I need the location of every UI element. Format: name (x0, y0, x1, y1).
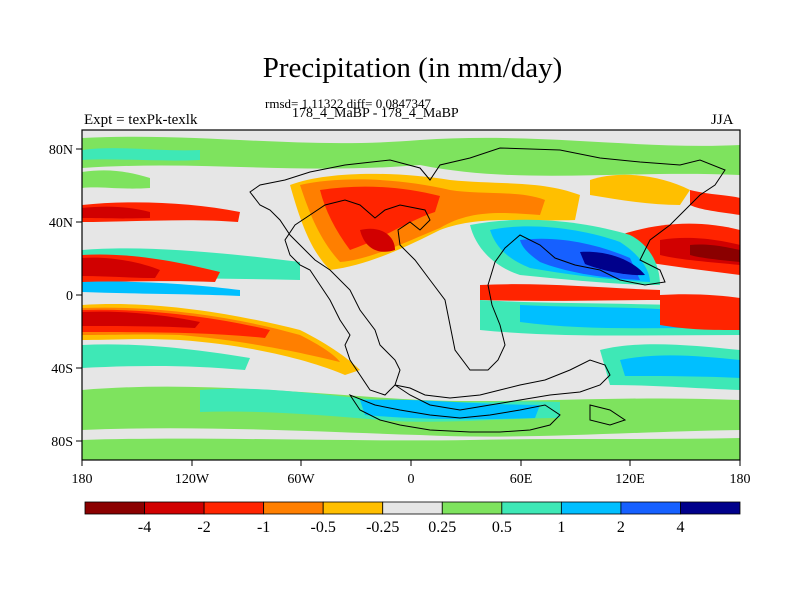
colorbar-label: -1 (257, 519, 270, 536)
colorbar (84, 501, 741, 515)
lat-tick-label: 40S (51, 362, 73, 377)
lat-tick-label: 80N (49, 143, 73, 158)
colorbar-label: 1 (557, 519, 565, 536)
colorbar-label: 4 (676, 519, 684, 536)
lon-tick-label: 180 (72, 472, 93, 487)
colorbar-label: 0.25 (428, 519, 456, 536)
continent-outline-island (589, 404, 627, 426)
lat-tick-label: 40N (49, 216, 73, 231)
colorbar-label: 2 (617, 519, 625, 536)
colorbar-swatch (501, 501, 562, 515)
stats-label: rmsd= 1.11322 diff= 0.0847347 (265, 96, 431, 111)
field-eq-red-east (480, 284, 660, 301)
field-asia-yellow (590, 174, 690, 205)
field-north-cyan (82, 148, 200, 161)
lat-tick-label: 0 (66, 289, 73, 304)
field-n-trop-darkred (82, 257, 160, 278)
colorbar-swatch (382, 501, 443, 515)
field-atlantic-red (320, 186, 440, 250)
field-asia-navy (580, 251, 645, 276)
colorbar-swatch (441, 501, 503, 515)
field-n-pacific-darkred (82, 206, 150, 219)
colorbar-swatch (203, 501, 265, 515)
lat-tick-label: 80S (51, 435, 73, 450)
plot-title: Precipitation (in mm/day) (262, 52, 563, 84)
subtitle-label: 178_4_MaBP - 178_4_MaBP (292, 106, 459, 121)
colorbar-swatch (263, 501, 324, 515)
colorbar-swatch (620, 501, 681, 515)
field-n-east-red (690, 190, 740, 215)
colorbar-labels: -4 -2 -1 -0.5 -0.25 0.25 0.5 1 2 4 (138, 519, 685, 536)
colorbar-swatch (144, 501, 205, 515)
lon-tick-label: 60W (287, 472, 315, 487)
lon-tick-label: 60E (510, 472, 533, 487)
continent-outline-south (394, 359, 611, 411)
field-n-pacific-green (82, 170, 150, 189)
colorbar-label: -0.5 (311, 519, 336, 536)
lat-tick-marks (76, 148, 82, 442)
colorbar-label: 0.5 (492, 519, 512, 536)
field-s-pacific-cyan (82, 344, 250, 370)
field-s-indian-blue (520, 305, 700, 329)
lon-tick-label: 120W (175, 472, 210, 487)
continent-outline-main (249, 147, 726, 396)
colorbar-label: -4 (138, 519, 151, 536)
continent-outline-antarctic (348, 393, 561, 433)
colorbar-label: -0.25 (366, 519, 399, 536)
field-w-pacific-maroon (690, 244, 740, 262)
field-eq-blue-west (82, 281, 240, 296)
colorbar-label: -2 (197, 519, 210, 536)
experiment-label: Expt = texPk-texlk (84, 112, 198, 128)
field-s-trop-darkred (82, 311, 200, 328)
season-label: JJA (711, 112, 734, 128)
field-s-indian-blue-2 (620, 355, 740, 378)
colorbar-swatch (322, 501, 384, 515)
field-north-green (82, 136, 740, 176)
colorbar-swatch (84, 501, 145, 515)
field-antarctic-green (82, 438, 740, 460)
colorbar-swatch (560, 501, 622, 515)
continent-outlines (249, 147, 726, 433)
lon-tick-marks (81, 460, 741, 466)
lon-tick-label: 0 (408, 472, 415, 487)
field-atlantic-darkred (360, 228, 395, 252)
precipitation-field (82, 130, 740, 460)
lon-tick-label: 180 (730, 472, 751, 487)
field-e-trop-red (660, 294, 740, 330)
colorbar-swatch (680, 501, 741, 515)
lon-tick-label: 120E (615, 472, 645, 487)
